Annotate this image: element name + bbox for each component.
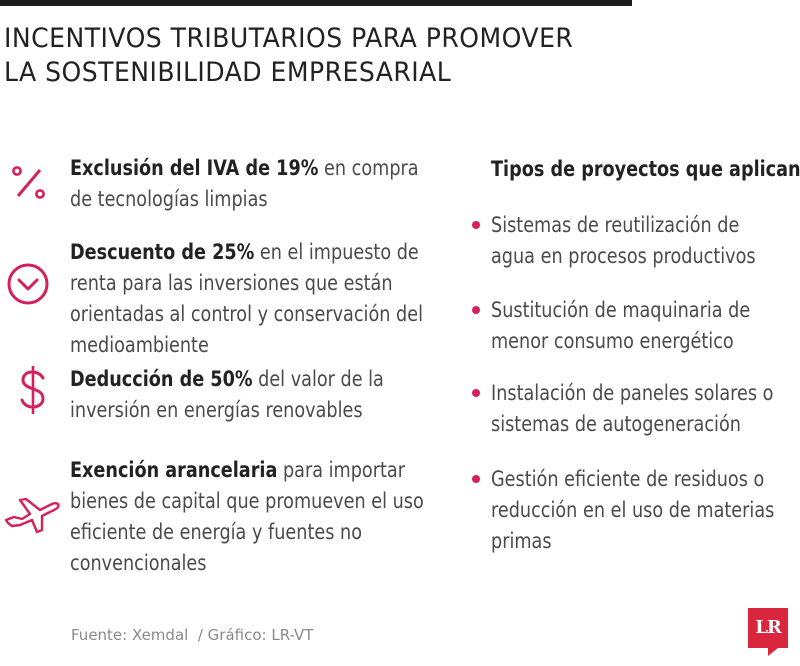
incentive-3-bold: Deducción de 50% — [70, 367, 253, 391]
top-rule — [0, 0, 632, 6]
projects-heading: Tipos de proyectos que aplican — [491, 157, 800, 181]
chevron-circle-icon — [7, 263, 49, 305]
incentive-2-rest: en el impuesto de renta para las inversi… — [70, 240, 423, 357]
project-4-text: Gestión eficiente de residuos o reducció… — [491, 467, 775, 553]
project-3-bullet — [472, 389, 480, 397]
title-line-2: LA SOSTENIBILIDAD EMPRESARIAL — [4, 57, 452, 88]
incentive-4-bold: Exención arancelaria — [70, 458, 278, 482]
project-1-bullet — [472, 221, 480, 229]
project-4-bullet — [472, 475, 480, 483]
project-1-text: Sistemas de reutilización de agua en pro… — [491, 213, 756, 268]
lr-logo-tail — [768, 648, 778, 656]
incentive-1-text: Exclusión del IVA de 19% en compra de te… — [70, 153, 431, 215]
incentive-1-bold: Exclusión del IVA de 19% — [70, 156, 319, 180]
incentive-2-text: Descuento de 25% en el impuesto de renta… — [70, 237, 431, 361]
title-line-1: INCENTIVOS TRIBUTARIOS PARA PROMOVER — [4, 23, 574, 54]
dollar-icon — [20, 366, 45, 414]
incentive-3-text: Deducción de 50% del valor de la inversi… — [70, 364, 431, 426]
lr-logo: LR — [748, 608, 788, 648]
airplane-icon — [4, 497, 60, 534]
page-title: INCENTIVOS TRIBUTARIOS PARA PROMOVER LA … — [4, 22, 573, 90]
incentive-3-rest: del valor de la inversión en energías re… — [70, 367, 384, 422]
percent-icon — [12, 166, 45, 199]
project-2-text: Sustitución de maquinaria de menor consu… — [491, 298, 751, 353]
incentive-4-text: Exención arancelaria para importar biene… — [70, 455, 431, 579]
project-3-text: Instalación de paneles solares o sistema… — [491, 381, 774, 436]
incentive-1-rest: en compra de tecnologías limpias — [70, 156, 419, 211]
project-2-bullet — [472, 306, 480, 314]
incentive-2-bold: Descuento de 25% — [70, 240, 255, 264]
source-credit: Fuente: Xemdal / Gráfico: LR-VT — [71, 626, 314, 644]
incentive-4-rest: para importar bienes de capital que prom… — [70, 458, 424, 575]
